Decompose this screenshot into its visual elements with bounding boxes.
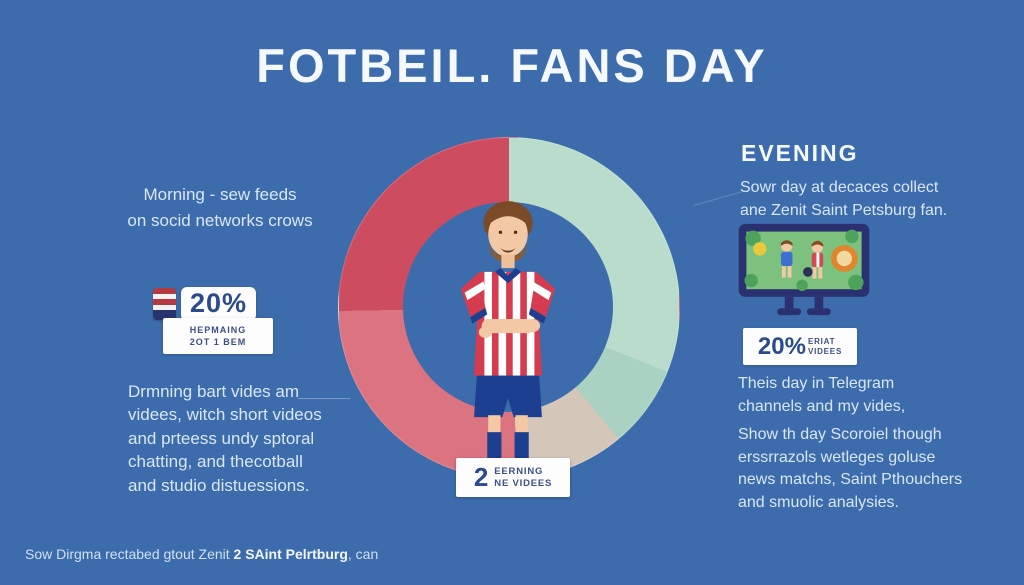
morning-heading: Morning - sew feeds on socid networks cr… <box>127 185 313 230</box>
center-badge-line2: NE VIDEES <box>494 477 553 489</box>
footer-bold: 2 SAint Pelrtburg <box>233 546 348 562</box>
footer-suffix: , can <box>347 546 379 562</box>
evening-heading: EVENING <box>741 140 859 166</box>
footer-prefix: Sow Dirgma rectabed gtout Zenit <box>25 546 234 562</box>
football-player-icon <box>460 201 556 472</box>
evening-percent: 20% <box>757 332 806 360</box>
evening-badge-line1: ERIAT <box>807 336 836 346</box>
evening-subheading: Sowr day at decaces collect ane Zenit Sa… <box>740 179 948 220</box>
page-title: FOTBEIL. FANS DAY <box>256 39 768 92</box>
morning-badge: 20% <box>153 287 257 321</box>
morning-paragraph: Drmning bart vides am videes, witch shor… <box>128 382 322 495</box>
morning-label-box: HEPMAING 2OT 1 BEM <box>163 318 273 354</box>
tv-icon <box>738 223 870 316</box>
center-badge-number: 2 <box>473 462 489 492</box>
evening-paragraph-2: Show th day Scoroiel though erssrrazols … <box>738 426 963 512</box>
striped-flag-icon <box>153 288 176 320</box>
center-badge: 2 EERNING NE VIDEES <box>456 458 570 497</box>
morning-box-line2: 2OT 1 BEM <box>189 337 247 347</box>
center-badge-line1: EERNING <box>494 465 544 477</box>
morning-box-line1: HEPMAING <box>189 324 247 335</box>
connector-line-left <box>298 398 350 399</box>
footer-caption: Sow Dirgma rectabed gtout Zenit 2 SAint … <box>25 546 378 562</box>
morning-percent: 20% <box>181 287 257 321</box>
evening-paragraph-1: Theis day in Telegram channels and my vi… <box>738 375 906 416</box>
connector-line-right <box>692 190 744 207</box>
evening-badge: 20% ERIAT VIDEES <box>743 328 857 365</box>
evening-badge-line2: VIDEES <box>807 346 843 356</box>
